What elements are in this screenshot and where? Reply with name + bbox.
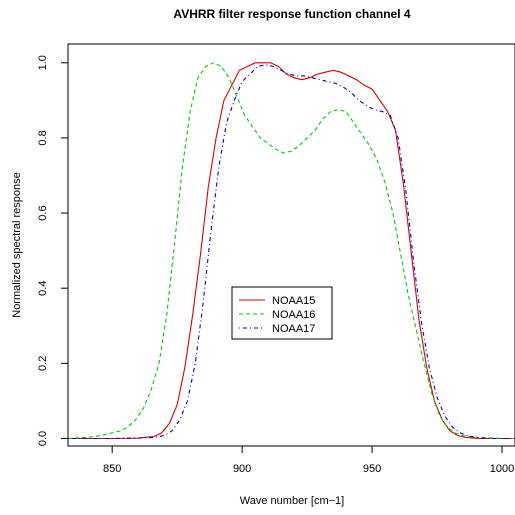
plot-frame [67, 43, 515, 447]
y-tick-label: 1.0 [37, 55, 49, 70]
y-tick-label: 0.4 [37, 281, 49, 296]
x-tick-label: 950 [363, 463, 381, 475]
x-tick-label: 850 [103, 463, 121, 475]
series-line-noaa16 [67, 62, 515, 440]
y-tick-label: 0.0 [37, 431, 49, 446]
legend-label-noaa17: NOAA17 [272, 323, 315, 335]
y-tick-label: 0.6 [37, 205, 49, 220]
x-tick-label: 900 [233, 463, 251, 475]
x-axis: 850 900 950 1000 [103, 446, 514, 475]
y-axis-label: Normalized spectral response [11, 172, 23, 318]
legend-label-noaa15: NOAA15 [272, 295, 315, 307]
legend-label-noaa16: NOAA16 [272, 309, 315, 321]
x-axis-label: Wave number [cm−1] [240, 495, 344, 507]
series-line-noaa15 [68, 62, 515, 440]
series-lines [67, 62, 515, 440]
chart-title: AVHRR filter response function channel 4 [173, 7, 410, 21]
y-tick-label: 0.2 [37, 356, 49, 371]
legend: NOAA15 NOAA16 NOAA17 [231, 286, 333, 340]
y-tick-label: 0.8 [37, 130, 49, 145]
series-line-noaa17 [68, 64, 515, 440]
x-tick-label: 1000 [490, 463, 514, 475]
legend-box [231, 286, 333, 340]
y-axis: 0.0 0.2 0.4 0.6 0.8 1.0 [37, 55, 68, 446]
